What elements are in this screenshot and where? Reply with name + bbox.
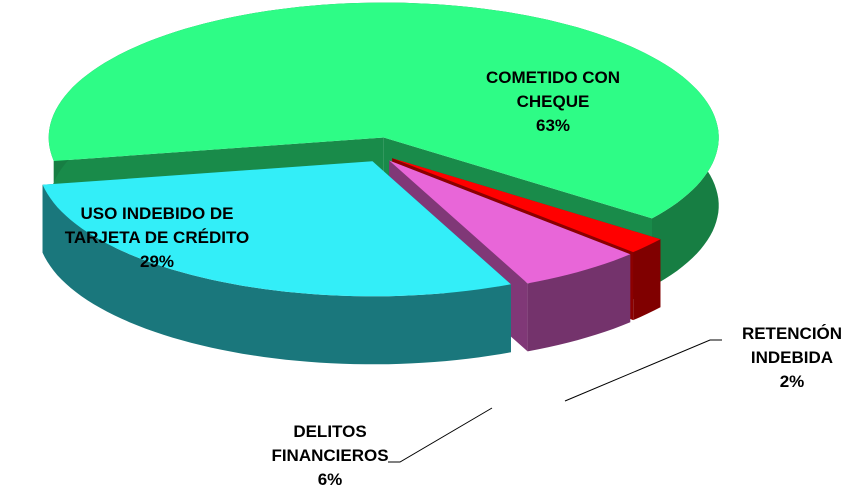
category-label: RETENCIÓN INDEBIDA	[741, 324, 843, 367]
slice	[389, 160, 631, 284]
category-label: DELITOS FINANCIEROS	[271, 422, 389, 465]
value-label: 63%	[535, 116, 571, 135]
slice	[48, 2, 719, 219]
slice-label: RETENCIÓN INDEBIDA 2%	[717, 322, 859, 394]
slice	[42, 161, 511, 297]
category-label: USO INDEBIDO DE TARJETA DE CRÉDITO	[64, 204, 250, 247]
slice-label: USO INDEBIDO DE TARJETA DE CRÉDITO 29%	[47, 202, 267, 274]
value-label: 29%	[139, 252, 175, 271]
slice-wall	[527, 254, 631, 352]
slice-label: COMETIDO CON CHEQUE 63%	[458, 66, 648, 138]
slice	[392, 158, 661, 253]
category-label: COMETIDO CON CHEQUE	[485, 68, 621, 111]
leader-line	[388, 407, 493, 463]
leader-line	[564, 339, 722, 402]
slice-wall	[633, 239, 661, 321]
value-label: 6%	[317, 470, 343, 489]
slice-wall	[42, 184, 511, 365]
value-label: 2%	[779, 372, 805, 391]
slice-label: DELITOS FINANCIEROS 6%	[255, 420, 405, 492]
